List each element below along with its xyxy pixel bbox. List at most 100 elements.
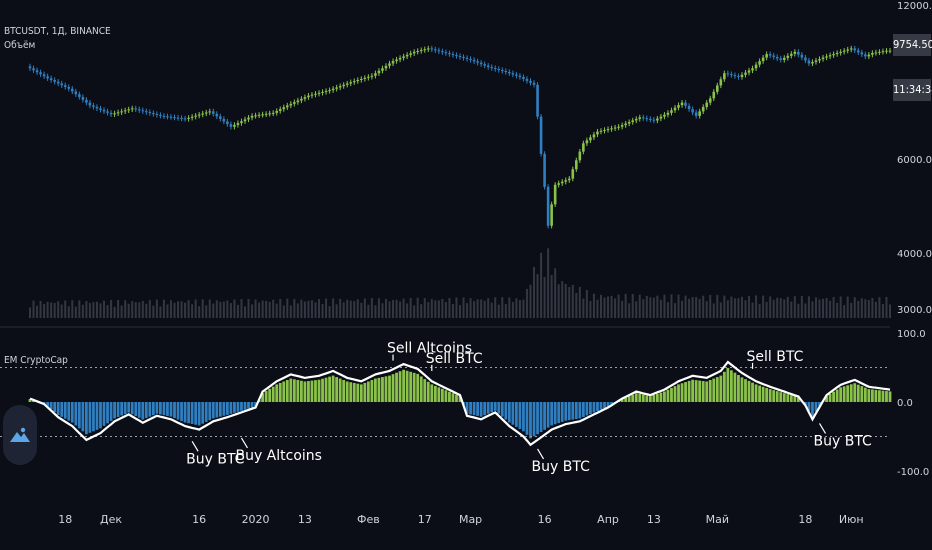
candle-body (49, 78, 53, 81)
signal-label: Buy BTC (186, 451, 245, 467)
indicator-bar (451, 393, 455, 402)
candle-body (42, 74, 46, 77)
candle-body (469, 58, 472, 60)
volume-bar (529, 284, 532, 318)
volume-bar (800, 295, 803, 318)
volume-bar (874, 301, 877, 318)
indicator-bar (278, 382, 282, 402)
candle-body (701, 106, 705, 112)
candle-body (360, 78, 363, 81)
indicator-bar (155, 402, 159, 414)
indicator-bar (811, 402, 814, 417)
volume-bar (60, 304, 63, 318)
symbol-title[interactable]: BTCUSDT, 1Д, BINANCE (4, 26, 111, 37)
indicator-bar (747, 380, 751, 402)
candle-body (201, 113, 205, 115)
tradingview-logo[interactable] (3, 405, 37, 465)
indicator-bar (28, 399, 32, 402)
volume-bar (843, 305, 846, 318)
volume-bar (776, 297, 779, 318)
indicator-bar (585, 402, 589, 416)
candle-body (356, 80, 360, 82)
volume-bar (578, 286, 581, 318)
time-tick-label: Фев (357, 513, 380, 526)
candle-body (828, 55, 832, 57)
indicator-bar (328, 376, 331, 402)
indicator-bar (292, 379, 296, 402)
candle-body (493, 68, 497, 70)
candle-body (888, 50, 892, 52)
volume-bar (497, 304, 500, 318)
indicator-bar (589, 402, 592, 415)
indicator-bar (215, 402, 219, 418)
indicator-bar (412, 372, 416, 402)
volume-bar (261, 300, 264, 318)
candle-body (99, 108, 102, 110)
indicator-bar (504, 402, 508, 420)
indicator-bar (120, 402, 124, 416)
volume-bar (670, 294, 673, 318)
indicator-bar (550, 402, 554, 426)
price-axis[interactable]: 12000.00 6000.00 4000.00 3000.00 (897, 1, 932, 316)
volume-bar (275, 303, 278, 318)
candle-body (159, 114, 162, 116)
candle-body (853, 48, 857, 51)
volume-bar (790, 301, 793, 318)
volume-bar (53, 303, 56, 318)
indicator-bar (663, 391, 666, 402)
volume-bar (162, 299, 165, 318)
volume-bar (363, 298, 366, 318)
indicator-bar (310, 380, 314, 402)
indicator-bar (603, 402, 606, 409)
indicator-legend[interactable]: EM CryptoCap (4, 355, 68, 366)
candle-body (293, 102, 296, 104)
indicator-bar (680, 383, 684, 402)
volume-bar (818, 299, 821, 318)
indicator-bar (737, 375, 740, 402)
price-candles (28, 45, 892, 229)
candle-body (723, 73, 726, 80)
indicator-bar (419, 376, 423, 402)
candle-body (564, 180, 568, 182)
volume-bar (695, 296, 698, 318)
indicator-bar (338, 378, 342, 402)
volume-bar (709, 295, 712, 318)
volume-bar (455, 297, 458, 318)
indicator-axis[interactable]: 100.0 0.0 -100.0 (897, 329, 929, 478)
candle-body (155, 113, 159, 115)
time-axis[interactable]: 18 Дек 16 2020 13 Фев 17 Мар 16 Апр 13 Май 18 Июн (58, 513, 863, 526)
volume-bar (881, 304, 884, 318)
volume-bar (402, 298, 405, 318)
indicator-bar (479, 402, 483, 417)
indicator-bar (236, 402, 240, 412)
volume-bar (617, 294, 620, 318)
volume-bar (321, 304, 324, 318)
signal-label: Sell BTC (426, 351, 483, 367)
candle-body (659, 116, 663, 119)
time-tick-label: 16 (192, 513, 206, 526)
indicator-bar (507, 402, 511, 423)
volume-bar (36, 305, 39, 318)
candle-body (599, 130, 603, 132)
volume-bar (208, 299, 211, 318)
indicator-bar (500, 402, 504, 417)
signal-pointer (191, 441, 199, 452)
indicator-bar (606, 402, 610, 407)
volume-bar (674, 303, 676, 318)
indicator-bar (342, 380, 346, 402)
indicator-bar (775, 391, 779, 402)
candle-body (560, 181, 564, 184)
indicator-bar (659, 392, 663, 402)
candle-body (370, 75, 374, 77)
candle-body (60, 83, 64, 86)
candle-body (719, 79, 723, 86)
indicator-bar (761, 386, 765, 402)
volume-bar (374, 305, 377, 318)
indicator-bar (870, 389, 874, 402)
candle-body (603, 129, 606, 131)
indicator-bar (832, 391, 836, 402)
volume-legend[interactable]: Объём (4, 40, 36, 51)
indicator-bar (247, 402, 250, 409)
indicator-bar (522, 402, 525, 432)
